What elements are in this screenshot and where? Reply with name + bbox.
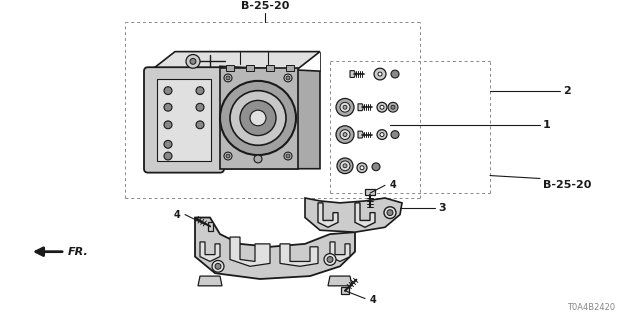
Polygon shape (230, 237, 270, 266)
Circle shape (343, 105, 347, 109)
Text: B-25-20: B-25-20 (241, 1, 289, 11)
Circle shape (196, 103, 204, 111)
Circle shape (212, 260, 224, 272)
Circle shape (224, 152, 232, 160)
Polygon shape (328, 276, 352, 286)
Circle shape (254, 155, 262, 163)
Polygon shape (200, 242, 220, 261)
Circle shape (360, 166, 364, 170)
Circle shape (337, 158, 353, 174)
Circle shape (340, 161, 350, 171)
Polygon shape (350, 71, 356, 77)
Circle shape (372, 163, 380, 171)
Circle shape (391, 131, 399, 139)
Polygon shape (342, 287, 349, 294)
Text: B-25-20: B-25-20 (543, 180, 591, 190)
Circle shape (380, 132, 384, 137)
Polygon shape (355, 203, 375, 227)
Bar (286, 65, 294, 71)
Polygon shape (358, 104, 364, 111)
Bar (157, 79, 211, 161)
Circle shape (343, 164, 347, 168)
Circle shape (324, 254, 336, 265)
Circle shape (357, 163, 367, 172)
Circle shape (250, 110, 266, 126)
Polygon shape (150, 52, 320, 71)
Polygon shape (365, 189, 375, 195)
Text: 2: 2 (563, 86, 571, 96)
Circle shape (336, 126, 354, 143)
Circle shape (196, 87, 204, 94)
Bar (226, 65, 234, 71)
Polygon shape (198, 276, 222, 286)
Polygon shape (220, 66, 320, 169)
Polygon shape (305, 198, 402, 232)
Circle shape (226, 76, 230, 80)
Polygon shape (280, 244, 318, 266)
Circle shape (378, 72, 382, 76)
Polygon shape (318, 203, 338, 227)
Bar (266, 65, 274, 71)
Circle shape (327, 257, 333, 262)
Circle shape (343, 132, 347, 137)
Circle shape (391, 70, 399, 78)
Circle shape (226, 154, 230, 158)
Bar (246, 65, 254, 71)
Circle shape (215, 263, 221, 269)
Polygon shape (330, 242, 350, 261)
Circle shape (380, 105, 384, 109)
Polygon shape (195, 218, 355, 279)
Circle shape (284, 74, 292, 82)
Polygon shape (150, 66, 220, 169)
Text: FR.: FR. (68, 247, 89, 257)
Circle shape (384, 207, 396, 219)
Circle shape (224, 74, 232, 82)
Circle shape (340, 102, 350, 112)
Circle shape (336, 99, 354, 116)
Circle shape (240, 100, 276, 136)
Circle shape (164, 87, 172, 94)
Circle shape (387, 210, 393, 216)
Circle shape (164, 140, 172, 148)
Circle shape (374, 68, 386, 80)
Text: 4: 4 (173, 210, 180, 220)
Circle shape (286, 154, 290, 158)
Text: 1: 1 (543, 120, 551, 130)
Circle shape (388, 102, 398, 112)
Circle shape (286, 76, 290, 80)
Polygon shape (207, 222, 212, 230)
Text: 4: 4 (390, 180, 397, 190)
Circle shape (164, 121, 172, 129)
Polygon shape (220, 68, 298, 169)
Circle shape (164, 152, 172, 160)
Circle shape (220, 81, 296, 155)
Circle shape (190, 59, 196, 64)
Circle shape (186, 54, 200, 68)
Circle shape (284, 152, 292, 160)
Circle shape (230, 91, 286, 145)
FancyBboxPatch shape (144, 67, 224, 172)
Circle shape (391, 105, 395, 109)
Polygon shape (358, 131, 364, 138)
Text: 4: 4 (370, 295, 377, 306)
Text: 3: 3 (438, 203, 445, 213)
Circle shape (164, 103, 172, 111)
Circle shape (340, 130, 350, 140)
Circle shape (377, 130, 387, 140)
Text: T0A4B2420: T0A4B2420 (567, 303, 615, 312)
Circle shape (377, 102, 387, 112)
Circle shape (196, 121, 204, 129)
